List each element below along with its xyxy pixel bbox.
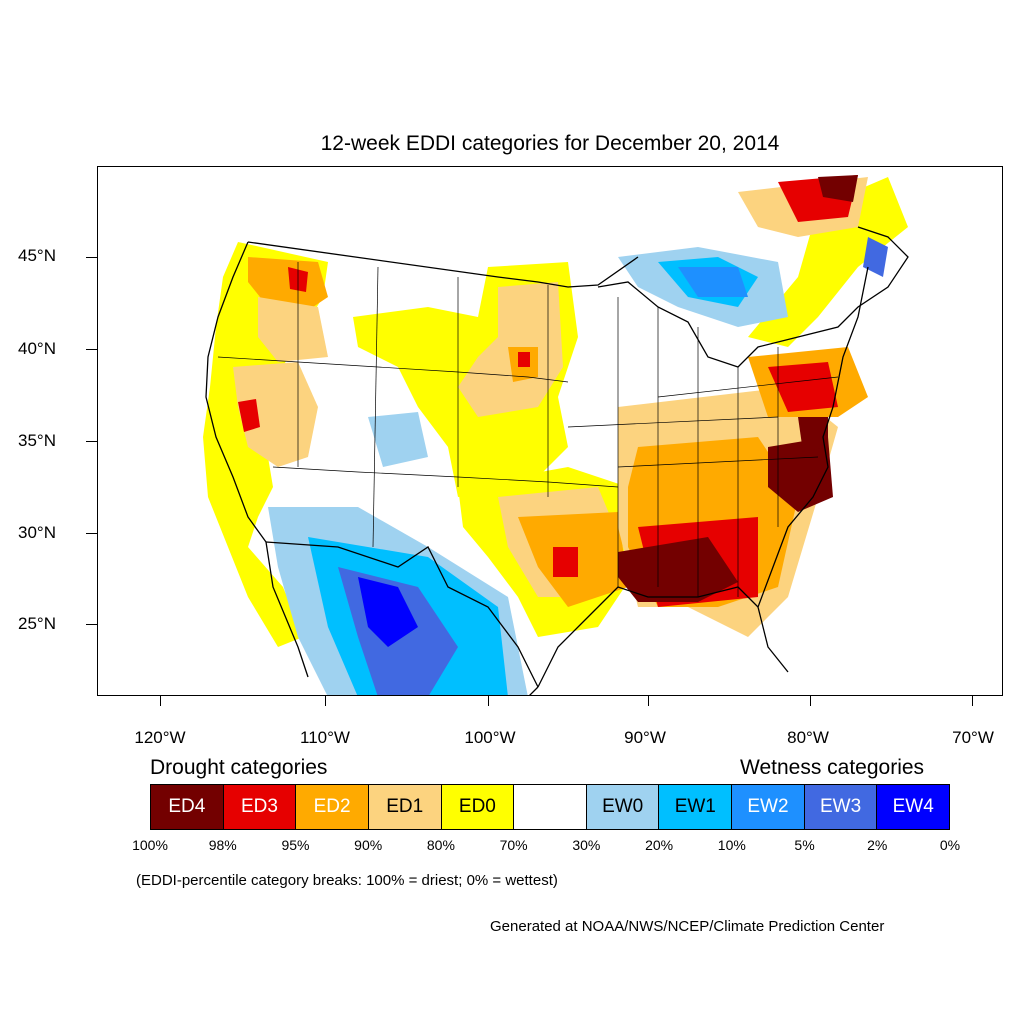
legend-box-ew3: EW3 [804, 785, 878, 829]
region-maine-ew3 [863, 237, 888, 277]
legend-break-label: 20% [645, 837, 674, 853]
map-frame [97, 166, 1003, 696]
region-midatlantic-ed3 [768, 362, 838, 412]
gulf-coast [537, 586, 759, 688]
legend-break-label: 5% [794, 837, 815, 853]
legend-break-label: 70% [499, 837, 528, 853]
lon-label-80: 80°W [787, 728, 829, 747]
region-quebec-ed4 [818, 175, 858, 202]
lon-tick [488, 696, 489, 706]
lon-tick [810, 696, 811, 706]
region-southeast-ed4 [618, 537, 738, 602]
lat-label-45: 45°N [18, 246, 56, 265]
lat-tick [86, 257, 97, 258]
region-mexico-ew4 [358, 577, 418, 647]
region-idaho-ed1 [258, 297, 328, 362]
category-note: (EDDI-percentile category breaks: 100% =… [136, 872, 558, 889]
legend-break-label: 10% [717, 837, 746, 853]
legend-box-neutral [514, 785, 587, 829]
legend-box-ed0: ED0 [441, 785, 515, 829]
legend-box-ew1: EW1 [659, 785, 733, 829]
mexico-gulf-coast [529, 686, 539, 695]
lat-label-40: 40°N [18, 339, 56, 358]
legend-break-label: 30% [572, 837, 601, 853]
legend-box-ed4: ED4 [151, 785, 224, 829]
lat-label-30: 30°N [18, 523, 56, 542]
legend-break-label: 90% [354, 837, 383, 853]
region-california-ed1 [233, 362, 318, 467]
us-east-coast [757, 266, 869, 673]
legend-break-label: 2% [867, 837, 888, 853]
boundaries [205, 226, 909, 695]
lon-tick [972, 696, 973, 706]
region-carolinas-ed4 [768, 437, 833, 512]
baja-coast [265, 541, 309, 678]
credit-line: Generated at NOAA/NWS/NCEP/Climate Predi… [490, 918, 885, 935]
legend-break-label: 0% [939, 837, 961, 853]
conus-eddi-map [203, 175, 909, 695]
lat-label-35: 35°N [18, 431, 56, 450]
legend-box-ew0: EW0 [586, 785, 660, 829]
legend-break-label: 98% [208, 837, 237, 853]
legend-box-ed3: ED3 [223, 785, 297, 829]
us-west-coast [205, 241, 267, 543]
legend-box-ew2: EW2 [732, 785, 805, 829]
map-title: 12-week EDDI categories for December 20,… [320, 132, 780, 155]
lon-tick [325, 696, 326, 706]
region-northeast-yellow [748, 177, 908, 347]
region-colorado-ew0 [368, 412, 428, 467]
legend-break-label: 95% [281, 837, 310, 853]
legend-color-bar: ED4 ED3 ED2 ED1 ED0 EW0 EW1 EW2 EW3 EW4 [150, 784, 950, 830]
lon-tick [648, 696, 649, 706]
us-canada-border [247, 241, 639, 288]
lat-tick [86, 533, 97, 534]
state-lines [217, 262, 839, 597]
region-ok-ed3 [553, 547, 578, 577]
legend-box-ed1: ED1 [368, 785, 442, 829]
lon-label-100: 100°W [464, 728, 516, 747]
lon-tick [160, 696, 161, 706]
drought-categories-heading: Drought categories [150, 756, 328, 779]
legend-break-label: 80% [426, 837, 455, 853]
wetness-categories-heading: Wetness categories [740, 756, 925, 779]
great-lakes [597, 226, 909, 368]
lat-tick [86, 441, 97, 442]
region-california-ed3 [238, 399, 260, 432]
lon-label-70: 70°W [952, 728, 994, 747]
legend-box-ed2: ED2 [296, 785, 369, 829]
lon-label-120: 120°W [134, 728, 186, 747]
lat-tick [86, 349, 97, 350]
eddi-shading [203, 175, 908, 695]
legend-break-label: 100% [132, 837, 168, 853]
region-plains-ed3 [518, 352, 530, 367]
legend-box-ew4: EW4 [877, 785, 950, 829]
lat-label-25: 25°N [18, 614, 56, 633]
lon-label-90: 90°W [624, 728, 666, 747]
region-greatlakes-ew2 [678, 267, 748, 297]
region-virginia-ed4 [798, 412, 828, 452]
us-mexico-border [265, 541, 539, 688]
lat-tick [86, 624, 97, 625]
lon-label-110: 110°W [300, 728, 350, 747]
